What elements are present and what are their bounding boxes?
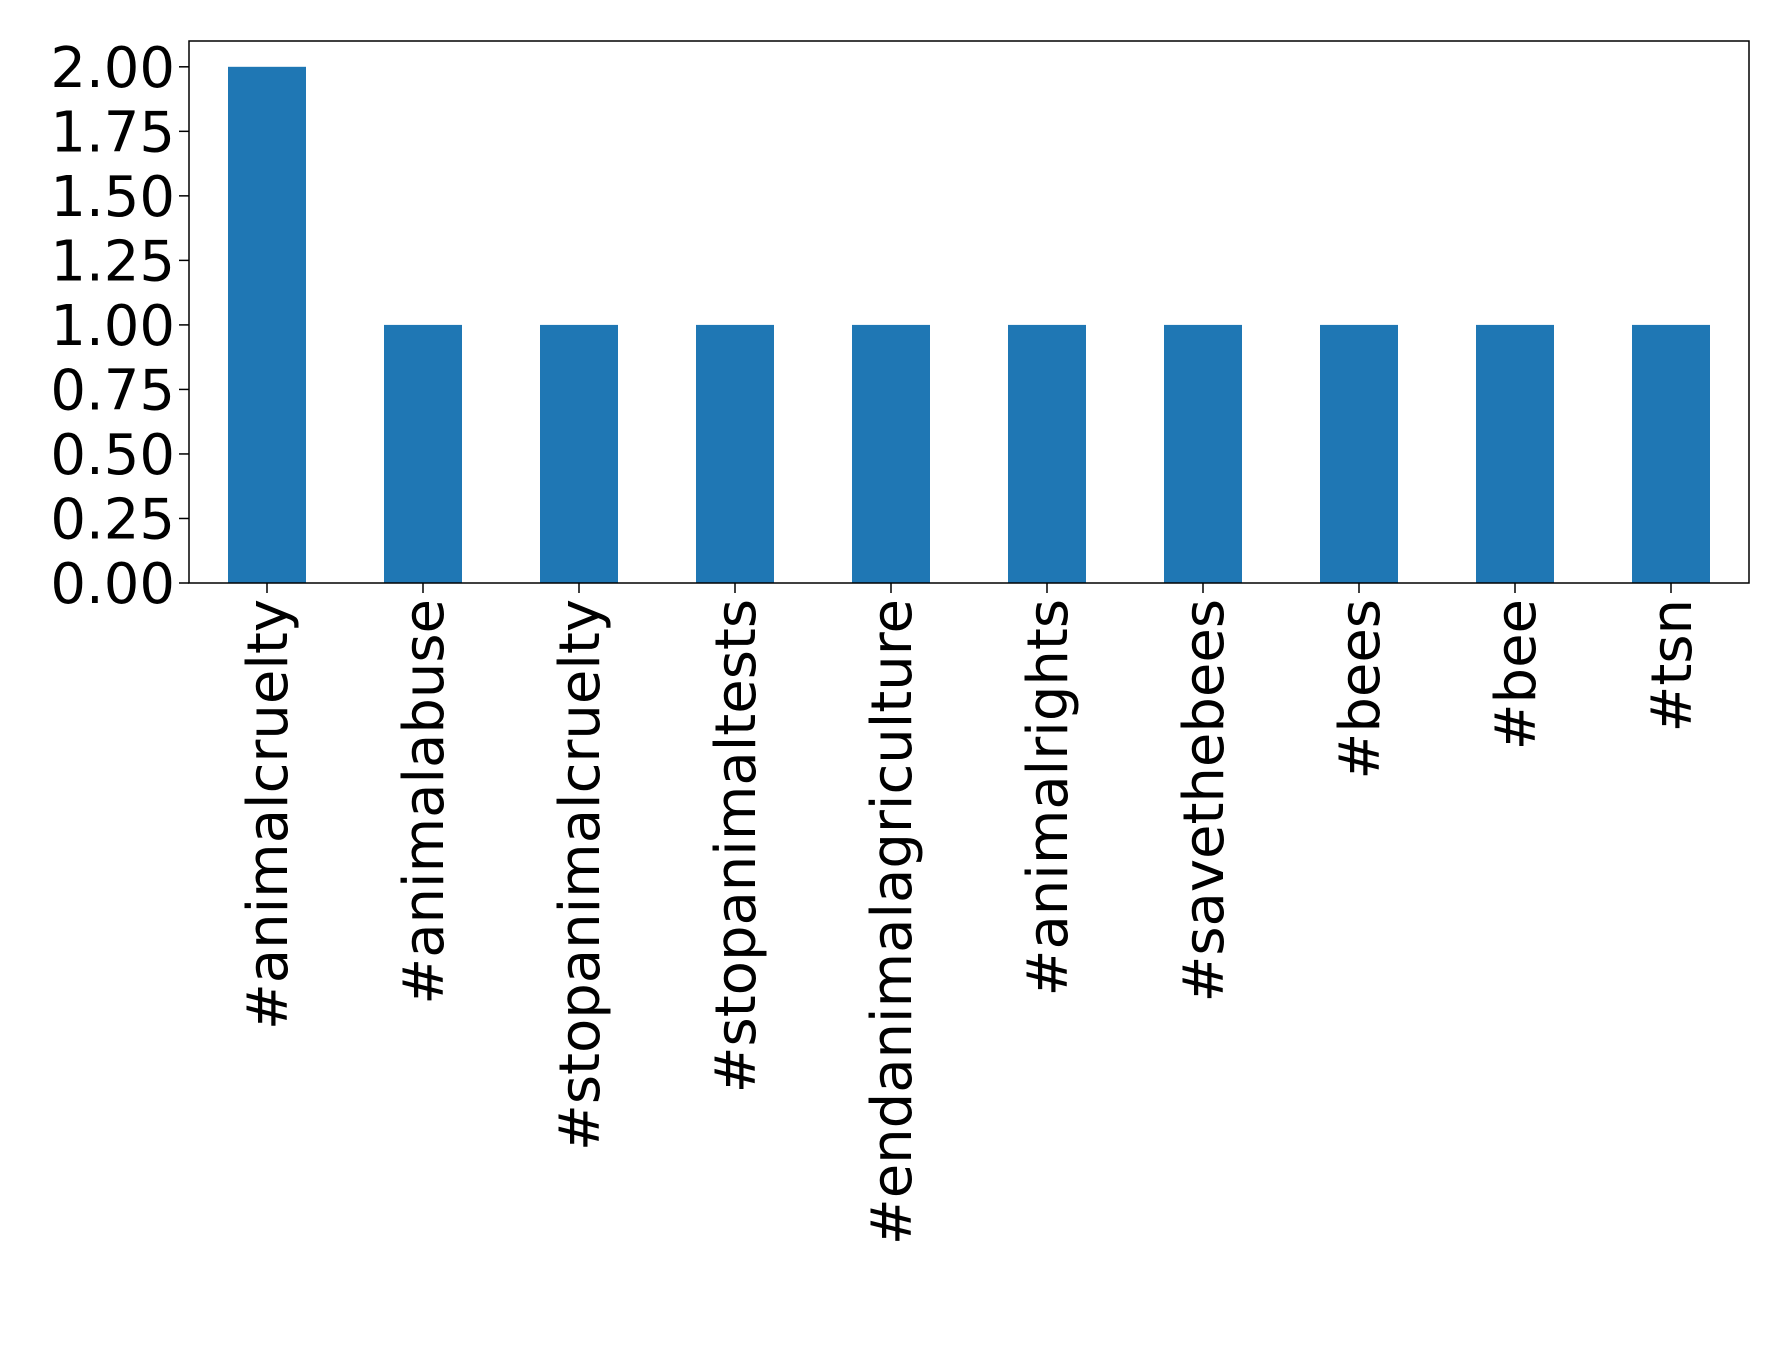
bar bbox=[696, 324, 774, 583]
y-tick-label: 0.25 bbox=[50, 487, 175, 552]
x-tick-label: #endanimalagriculture bbox=[860, 599, 925, 1245]
bar bbox=[384, 324, 462, 583]
x-tick-label: #stopanimaltests bbox=[704, 599, 769, 1093]
y-tick-label: 1.00 bbox=[50, 294, 175, 359]
y-tick-label: 1.50 bbox=[50, 165, 175, 230]
bar bbox=[1320, 324, 1398, 583]
bar bbox=[1632, 324, 1710, 583]
x-tick-label: #animalabuse bbox=[392, 599, 457, 1005]
bar bbox=[540, 324, 618, 583]
plot-frame bbox=[188, 40, 1750, 584]
y-tick-label: 0.75 bbox=[50, 358, 175, 423]
x-tick-label: #animalcruelty bbox=[236, 599, 301, 1030]
bar bbox=[228, 66, 306, 584]
x-tick-label: #savethebees bbox=[1172, 599, 1237, 1003]
y-tick-label: 1.25 bbox=[50, 229, 175, 294]
x-tick-label: #animalrights bbox=[1016, 599, 1081, 996]
y-tick-label: 1.75 bbox=[50, 100, 175, 165]
y-tick-label: 0.50 bbox=[50, 423, 175, 488]
y-tick-label: 2.00 bbox=[50, 36, 175, 101]
x-tick-label: #tsn bbox=[1640, 599, 1705, 733]
bar bbox=[1164, 324, 1242, 583]
bar bbox=[852, 324, 930, 583]
bar bbox=[1008, 324, 1086, 583]
x-tick-label: #stopanimalcruelty bbox=[548, 599, 613, 1151]
bar bbox=[1476, 324, 1554, 583]
y-tick-label: 0.00 bbox=[50, 552, 175, 617]
x-tick-label: #bees bbox=[1328, 599, 1393, 780]
x-tick-label: #bee bbox=[1484, 599, 1549, 750]
